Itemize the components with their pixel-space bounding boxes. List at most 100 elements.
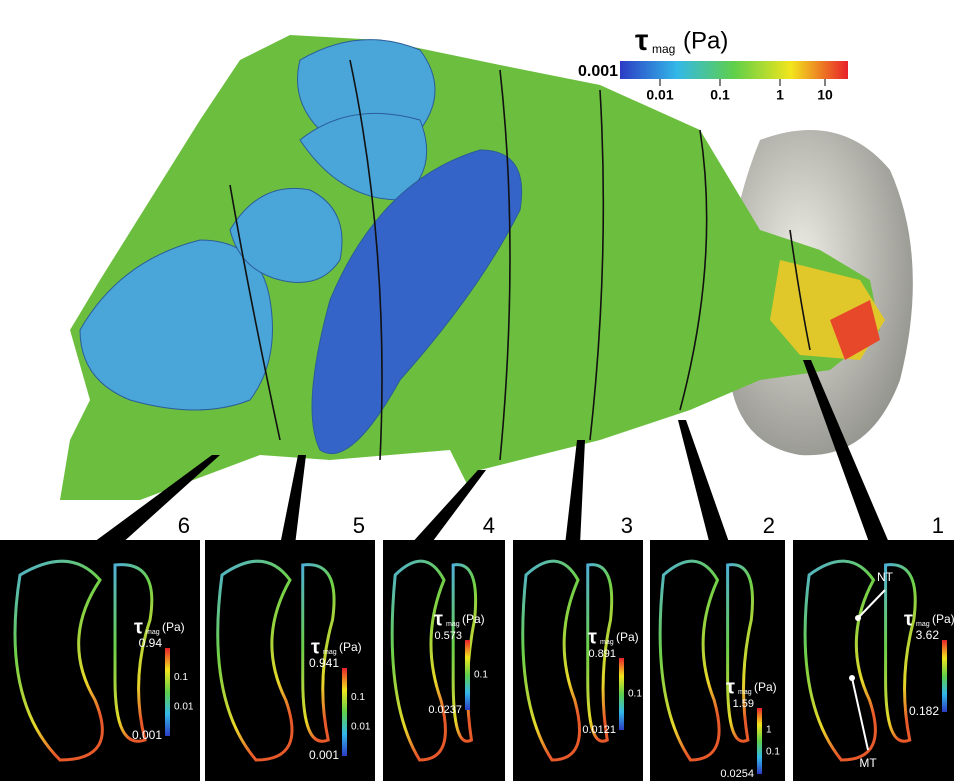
colorbar-unit: (Pa): [162, 620, 185, 634]
section-curve: [726, 563, 754, 743]
colorbar-unit: (Pa): [683, 27, 728, 54]
colorbar-label: 0.94: [139, 636, 163, 650]
colorbar-symbol: τ: [726, 676, 735, 698]
section-curve: [884, 563, 917, 743]
section-curve: [216, 559, 294, 762]
section-line: [499, 69, 511, 461]
section-curve: [390, 559, 447, 762]
colorbar-symbol: τ: [434, 608, 443, 630]
section-curve: [586, 563, 614, 743]
colorbar-symbol: τ: [311, 636, 320, 658]
turbinate: [79, 239, 273, 411]
colorbar-gradient: [165, 648, 170, 736]
colorbar-symbol: τ: [588, 626, 597, 648]
colorbar-symbol: τ: [635, 24, 648, 57]
colorbar-label: 0.0121: [582, 724, 616, 736]
section-curve: [13, 559, 104, 762]
turbinate: [299, 112, 428, 201]
panel: 4 τ mag (Pa)0.573 0.1 0.0237: [383, 513, 505, 781]
panel-number: 3: [621, 513, 633, 538]
colorbar-symbol: τ: [134, 616, 143, 638]
section-curve: [803, 559, 877, 762]
colorbar-label: 0.1: [351, 692, 365, 703]
colorbar-symbol: τ: [904, 608, 913, 630]
annotation-line: [857, 589, 886, 619]
colorbar-label: 0.1: [766, 747, 780, 758]
panel: 2 τ mag (Pa)1.59 1 0.1 0.0254: [650, 513, 785, 781]
leader: [565, 440, 585, 545]
annotation-label: MT: [859, 756, 877, 770]
colorbar-label: 0.1: [628, 689, 642, 700]
colorbar-subscript: mag: [738, 689, 752, 696]
colorbar-subscript: mag: [916, 621, 930, 628]
leader: [90, 455, 220, 545]
panel-number: 6: [178, 513, 190, 538]
colorbar-subscript: mag: [323, 649, 337, 656]
colorbar-label: 0.001: [132, 728, 162, 742]
colorbar-unit: (Pa): [754, 680, 777, 694]
section-line: [589, 89, 605, 441]
section-curve: [113, 563, 154, 743]
colorbar-label: 1.59: [733, 698, 754, 710]
annotation-dot: [855, 615, 861, 621]
colorbar-label: 0.1: [174, 672, 188, 683]
section-line: [679, 129, 708, 411]
colorbar-label: 0.0254: [720, 768, 754, 780]
colorbar-label: 0.01: [174, 701, 194, 712]
colorbar-label: 0.573: [434, 630, 462, 642]
colorbar-tick-label: 1: [776, 87, 784, 103]
leaders: [90, 360, 890, 545]
leader: [803, 360, 890, 545]
colorbar-gradient: [342, 668, 347, 756]
colorbar-tick-label: 0.1: [710, 87, 730, 103]
colorbar-label: 0.941: [309, 656, 339, 670]
colorbar-unit: (Pa): [339, 640, 362, 654]
colorbar-min: 0.001: [578, 63, 618, 80]
section-curve: [658, 559, 721, 762]
colorbar-label: 1: [766, 725, 772, 736]
colorbar-gradient: [620, 61, 848, 79]
colorbar-unit: (Pa): [932, 612, 954, 626]
annotation-label: NT: [877, 570, 894, 584]
colorbar-label: 3.62: [916, 628, 940, 642]
colorbar-gradient: [619, 658, 624, 730]
panel-number: 2: [763, 513, 775, 538]
annotation-line: [851, 677, 869, 751]
panel-number: 1: [932, 513, 944, 538]
colorbar-tick-label: 10: [817, 87, 833, 103]
section-line: [349, 59, 383, 461]
section-line: [229, 184, 281, 441]
colorbar-tick-label: 0.01: [646, 87, 673, 103]
colorbar-subscript: mag: [146, 629, 160, 636]
panel-number: 5: [353, 513, 365, 538]
turbinates: [79, 39, 523, 455]
colorbar-gradient: [465, 640, 470, 710]
section-line: [789, 229, 811, 351]
colorbar-gradient: [942, 640, 947, 712]
panel: 5 τ mag (Pa)0.941 0.1 0.01 0.001: [205, 513, 375, 781]
colorbar-label: 0.01: [351, 721, 371, 732]
panel: 1 τ mag (Pa) 3.62 0.182 NT MT: [793, 513, 954, 781]
section-lines: [229, 59, 811, 461]
panel-number: 4: [483, 513, 495, 538]
render: [60, 35, 913, 545]
section-curve: [521, 559, 582, 762]
main-colorbar: τ mag (Pa) 0.001 28: [578, 24, 848, 80]
colorbar-label: 0.0237: [428, 704, 462, 716]
panel: 3 τ mag (Pa)0.891 0.1 0.0121: [513, 513, 643, 781]
turbinate: [311, 149, 523, 455]
colorbar-subscript: mag: [652, 42, 675, 56]
colorbar-label: 0.182: [909, 704, 939, 718]
colorbar-subscript: mag: [600, 639, 614, 646]
colorbar-label: 0.001: [309, 748, 339, 762]
colorbar-label: 0.891: [588, 648, 616, 660]
turbinate: [229, 187, 343, 283]
colorbar-unit: (Pa): [616, 630, 639, 644]
colorbar-unit: (Pa): [462, 612, 485, 626]
annotation-dot: [849, 675, 855, 681]
colorbar-subscript: mag: [446, 621, 460, 628]
leader: [410, 470, 486, 545]
colorbar-gradient: [757, 708, 762, 774]
leader: [678, 420, 730, 545]
